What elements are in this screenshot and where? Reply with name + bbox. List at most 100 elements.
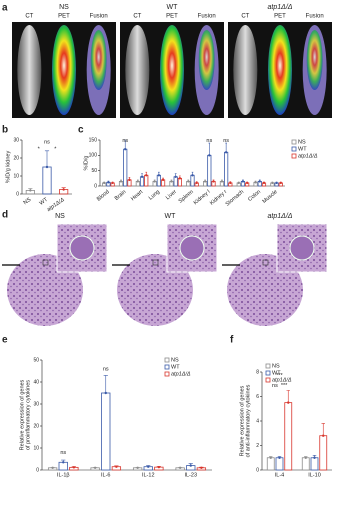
mean-dot — [246, 182, 248, 184]
legend-label: atp1Δ/Δ — [171, 371, 191, 377]
error-bar — [287, 390, 291, 402]
x-tick-label: Colon — [247, 189, 262, 203]
group-label: NS — [59, 4, 69, 11]
mean-dot — [136, 467, 138, 469]
fusion-overlay — [199, 30, 215, 90]
mean-dot — [141, 176, 143, 178]
fusion-overlay — [91, 30, 107, 90]
mean-dot — [221, 180, 223, 182]
mean-dot — [111, 182, 113, 184]
view-label: CT — [241, 14, 249, 20]
view-label: CT — [133, 14, 141, 20]
mean-dot — [145, 174, 147, 176]
pet-image — [268, 25, 292, 115]
pet-image — [160, 25, 184, 115]
error-bar — [45, 151, 49, 167]
x-tick-label: Stomach — [225, 189, 245, 208]
mean-dot — [62, 188, 64, 190]
y-axis-label: of anti-inflammatory cytokines — [245, 384, 251, 457]
y-tick-label: 30 — [33, 401, 39, 407]
mean-dot — [275, 182, 277, 184]
mean-dot — [190, 464, 192, 466]
error-bar — [208, 143, 210, 155]
mean-dot — [278, 457, 280, 459]
glomerulus — [290, 236, 314, 260]
y-tick-label: 50 — [33, 357, 39, 363]
y-axis-label: %ID/g — [83, 156, 89, 171]
significance: ns — [60, 450, 66, 456]
legend-swatch — [266, 364, 270, 368]
y-tick-label: 20 — [13, 155, 19, 161]
ct-image — [233, 25, 257, 115]
significance: ns — [122, 138, 128, 144]
error-bar — [322, 423, 326, 435]
mean-dot — [254, 181, 256, 183]
x-tick-label: Liver — [165, 189, 178, 201]
pet-image — [52, 25, 76, 115]
legend-label: NS — [171, 357, 179, 363]
bar — [311, 458, 318, 470]
error-bar — [225, 143, 227, 152]
significance: * — [54, 146, 57, 152]
bar — [174, 177, 177, 186]
bar — [208, 155, 211, 186]
legend-swatch — [165, 372, 169, 376]
y-tick-label: 50 — [91, 168, 97, 174]
legend-swatch — [292, 140, 296, 144]
mean-dot — [187, 180, 189, 182]
mean-dot — [225, 151, 227, 153]
panel-label: b — [2, 125, 8, 136]
view-label: PET — [274, 14, 286, 20]
panel-label: e — [2, 335, 8, 346]
ct-image — [17, 25, 41, 115]
bar — [124, 149, 127, 186]
y-tick-label: 100 — [89, 153, 98, 159]
mean-dot — [287, 401, 289, 403]
y-tick-label: 4 — [256, 418, 259, 424]
group-label: atp1Δ/Δ — [268, 4, 293, 11]
x-tick-label: Lung — [148, 189, 161, 201]
significance: *** — [276, 373, 283, 379]
mean-dot — [196, 182, 198, 184]
y-tick-label: 30 — [13, 137, 19, 143]
x-tick-label: IL-12 — [142, 472, 155, 478]
significance: ns — [272, 383, 278, 389]
y-tick-label: 10 — [13, 173, 19, 179]
mean-dot — [137, 180, 139, 182]
y-tick-label: 10 — [33, 445, 39, 451]
mean-dot — [62, 461, 64, 463]
bar — [102, 393, 111, 470]
mean-dot — [158, 466, 160, 468]
ct-image — [125, 25, 149, 115]
bar — [267, 458, 274, 470]
mean-dot — [103, 182, 105, 184]
mean-dot — [73, 466, 75, 468]
y-tick-label: 0 — [16, 191, 19, 197]
significance: ns — [206, 138, 212, 144]
bar — [43, 167, 51, 194]
mean-dot — [204, 180, 206, 182]
legend-label: NS — [298, 139, 306, 145]
bar — [302, 458, 309, 470]
view-label: PET — [58, 14, 70, 20]
y-tick-label: 8 — [256, 369, 259, 375]
view-label: CT — [25, 14, 33, 20]
significance: * — [38, 146, 41, 152]
legend-swatch — [292, 147, 296, 151]
legend-swatch — [266, 378, 270, 382]
mean-dot — [305, 457, 307, 459]
fusion-overlay — [307, 30, 323, 90]
bar — [140, 177, 143, 186]
view-label: PET — [166, 14, 178, 20]
x-tick-label: atp1Δ/Δ — [46, 197, 66, 213]
bar — [157, 175, 160, 186]
legend-label: WT — [298, 146, 307, 152]
significance: *** — [281, 383, 288, 389]
bar — [224, 152, 227, 186]
mean-dot — [94, 467, 96, 469]
mean-dot — [170, 180, 172, 182]
x-tick-label: Heart — [130, 189, 145, 203]
mean-dot — [191, 174, 193, 176]
mean-dot — [105, 392, 107, 394]
x-tick-label: Blood — [96, 189, 111, 203]
